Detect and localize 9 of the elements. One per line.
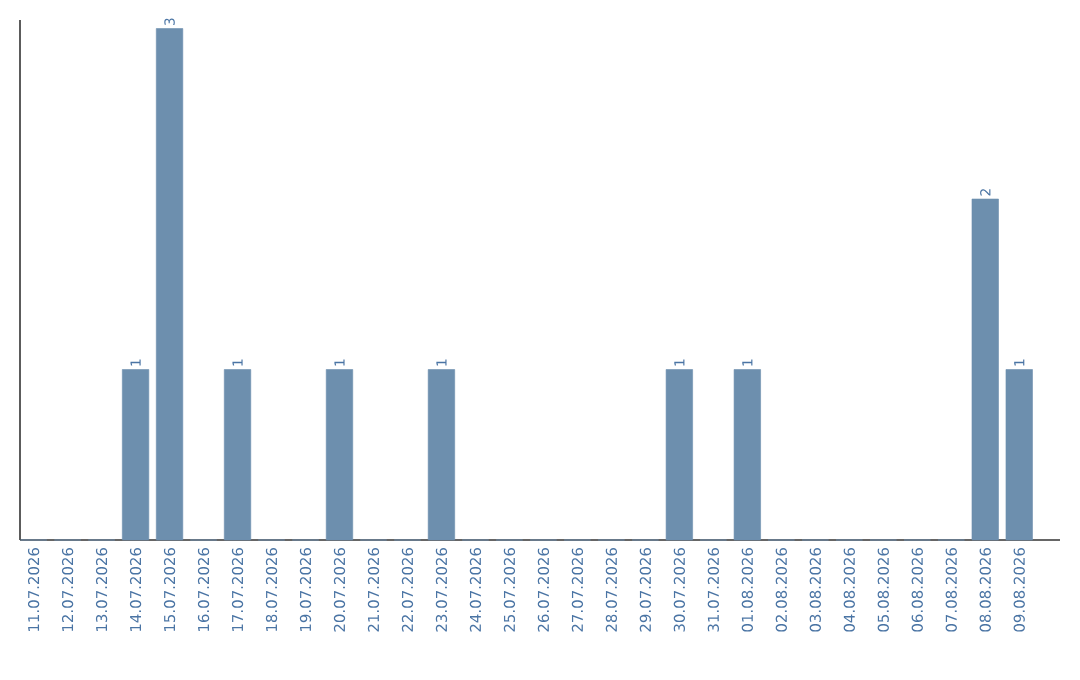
bar <box>427 369 455 541</box>
bar <box>325 369 354 541</box>
bar <box>223 369 252 541</box>
bar <box>733 369 761 541</box>
bar <box>155 28 184 541</box>
bar <box>122 369 150 541</box>
bar <box>971 198 999 541</box>
bar <box>665 369 693 541</box>
bar <box>1005 369 1033 541</box>
